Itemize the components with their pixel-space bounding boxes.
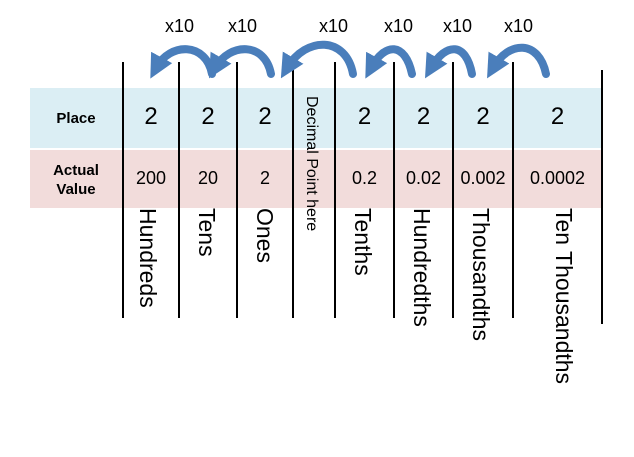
- place-digit-hundreds: 2: [144, 103, 158, 130]
- place-digit-tens: 2: [201, 103, 215, 130]
- column-name-thousandths: Thousandths: [468, 208, 494, 341]
- decimal-point-label: Decimal Point here: [303, 96, 320, 232]
- actual-value-ten-thousandths: 0.0002: [529, 168, 586, 188]
- actual-value-tenths: 0.2: [351, 168, 378, 188]
- multiplier-label: x10: [504, 16, 534, 36]
- actual-label-line1: Actual: [53, 162, 99, 179]
- divider-line: [452, 62, 454, 318]
- place-row-band: [30, 88, 602, 148]
- divider-line: [601, 70, 603, 324]
- column-name-ones: Ones: [252, 208, 278, 263]
- multiplier-label: x10: [165, 16, 195, 36]
- arrow-icon: [280, 40, 357, 79]
- actual-value-row-band: [30, 150, 602, 208]
- arrow-icon: [150, 45, 216, 79]
- arrow-icon: [424, 45, 476, 79]
- actual-value-thousandths: 0.002: [460, 168, 506, 188]
- actual-value-row-label: Actual Value: [30, 161, 122, 199]
- place-digit-thousandths: 2: [476, 103, 490, 130]
- column-name-hundreds: Hundreds: [135, 208, 161, 308]
- divider-line: [236, 62, 238, 318]
- column-name-tens: Tens: [194, 208, 220, 257]
- place-digit-tenths: 2: [357, 103, 372, 130]
- column-name-hundredths: Hundredths: [409, 208, 435, 327]
- column-name-ten-thousandths: Ten Thousandths: [551, 208, 577, 385]
- multiplier-label: x10: [228, 16, 258, 36]
- multiplier-label: x10: [319, 16, 349, 36]
- arrow-icon: [487, 43, 550, 79]
- place-digit-ten-thousandths: 2: [550, 103, 565, 130]
- actual-value-hundredths: 0.02: [405, 168, 442, 188]
- multiplier-label: x10: [384, 16, 414, 36]
- arrow-icon: [208, 45, 275, 79]
- divider-line: [292, 62, 294, 318]
- place-digit-ones: 2: [258, 103, 272, 130]
- actual-label-line2: Value: [56, 181, 96, 198]
- column-name-tenths: Tenths: [350, 208, 376, 276]
- actual-value-tens: 20: [197, 168, 219, 188]
- place-row-label: Place: [56, 110, 96, 127]
- arrow-icon: [365, 45, 416, 79]
- divider-line: [393, 62, 395, 318]
- divider-line: [122, 62, 124, 318]
- actual-value-ones: 2: [259, 168, 270, 188]
- divider-line: [178, 62, 180, 318]
- place-digit-hundredths: 2: [416, 103, 431, 130]
- actual-value-hundreds: 200: [135, 168, 167, 188]
- divider-line: [334, 62, 336, 318]
- multiplier-label: x10: [443, 16, 473, 36]
- divider-line: [512, 62, 514, 318]
